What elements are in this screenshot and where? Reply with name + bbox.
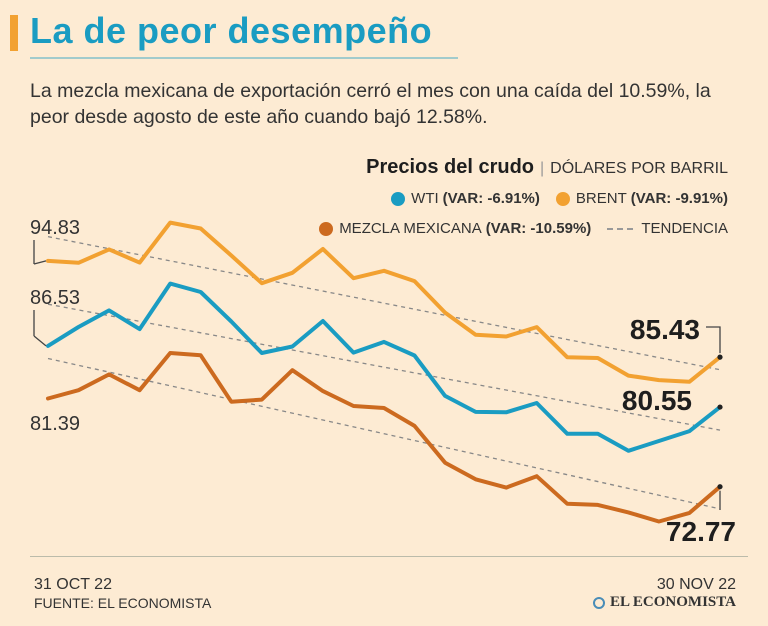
legend-wti-var: (VAR: -6.91%): [442, 190, 540, 207]
start-label-brent: 94.83: [30, 217, 80, 239]
x-end-label: 30 NOV 22: [656, 576, 736, 593]
legend-mezcla: MEZCLA MEXICANA (VAR: -10.59%): [319, 220, 591, 237]
legend-row-1: WTI (VAR: -6.91%) BRENT (VAR: -9.91%): [375, 190, 728, 207]
trend-line-2: [47, 357, 721, 510]
legend-mezcla-name: MEZCLA MEXICANA: [339, 220, 482, 237]
start-bracket-wti-link: [33, 335, 47, 347]
chart-heading: Precios del crudo | DÓLARES POR BARRIL: [366, 156, 728, 179]
legend-row-2: MEZCLA MEXICANA (VAR: -10.59%) TENDENCIA: [303, 220, 728, 237]
legend-trend-swatch: [607, 227, 634, 230]
brand-name: EL ECONOMISTA: [610, 594, 736, 610]
end-bracket-brent: [706, 326, 721, 354]
legend-brent-var: (VAR: -9.91%): [630, 190, 728, 207]
axis-baseline: [30, 556, 748, 557]
series-line-brent: [46, 220, 722, 384]
end-label-brent: 85.43: [630, 314, 700, 345]
legend-trend-name: TENDENCIA: [641, 220, 728, 237]
brand-mark-icon: [593, 596, 605, 609]
end-point-mezcla: [717, 484, 723, 490]
legend-trend: TENDENCIA: [607, 220, 728, 237]
subtitle: La mezcla mexicana de exportación cerró …: [30, 80, 711, 128]
legend-brent: BRENT (VAR: -9.91%): [555, 190, 728, 207]
chart-title: Precios del crudo: [366, 156, 535, 178]
title-underline: [30, 57, 458, 59]
infographic: La de peor desempeño La mezcla mexicana …: [10, 8, 758, 614]
heading-separator: |: [540, 160, 545, 177]
source-note: FUENTE: EL ECONOMISTA: [34, 595, 212, 611]
end-label-mezcla: 72.77: [666, 516, 736, 547]
x-start-label: 31 OCT 22: [34, 576, 112, 593]
brand-logo: EL ECONOMISTA: [593, 594, 736, 611]
start-label-mezcla: 81.39: [30, 413, 80, 435]
legend-wti: WTI (VAR: -6.91%): [391, 190, 540, 207]
legend-mezcla-var: (VAR: -10.59%): [485, 220, 592, 237]
legend-wti-name: WTI: [411, 190, 439, 207]
trend-line-0: [47, 236, 721, 371]
legend-mezcla-swatch: [319, 221, 334, 236]
legend-brent-swatch: [555, 191, 570, 206]
end-label-wti: 80.55: [622, 385, 692, 416]
line-chart: 94.83 86.53 81.39 85.43 80.55 72.77: [30, 217, 736, 547]
legend-wti-swatch: [391, 191, 406, 206]
chart-unit: DÓLARES POR BARRIL: [550, 160, 728, 177]
start-bracket-brent-link: [33, 260, 47, 265]
page-title: La de peor desempeño: [30, 10, 433, 51]
end-point-brent: [717, 354, 723, 360]
start-label-wti: 86.53: [30, 287, 80, 309]
legend-brent-name: BRENT: [575, 190, 627, 207]
series-line-wti: [46, 281, 722, 453]
series-line-mezcla: [46, 351, 722, 524]
trend-line-1: [47, 303, 721, 431]
end-point-wti: [717, 404, 723, 410]
title-accent-bar: [10, 15, 18, 51]
